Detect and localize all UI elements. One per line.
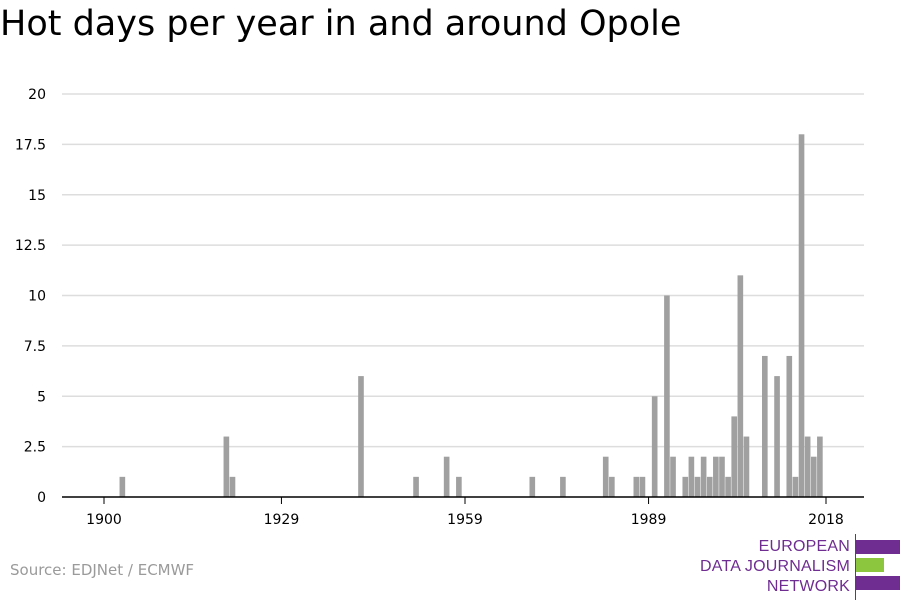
bar	[743, 436, 750, 497]
chart-title: Hot days per year in and around Opole	[0, 4, 682, 44]
logo-line-3: NETWORK	[766, 578, 850, 595]
bar	[651, 396, 658, 497]
x-tick-label: 1959	[447, 512, 483, 528]
bar	[664, 295, 670, 497]
x-tick-label: 1929	[264, 512, 300, 528]
bar	[413, 476, 419, 497]
bar	[456, 476, 462, 497]
y-tick-label: 10	[28, 289, 46, 305]
bar	[694, 476, 701, 497]
source-credit: Source: EDJNet / ECMWF	[10, 561, 195, 579]
y-tick-label: 7.5	[24, 339, 46, 355]
bar	[443, 456, 450, 497]
y-tick-label: 20	[28, 87, 46, 103]
bar	[560, 476, 566, 497]
bar	[731, 416, 738, 497]
bar	[529, 476, 536, 497]
logo-wordmark: EUROPEAN DATA JOURNALISM NETWORK	[700, 537, 850, 597]
y-tick-label: 5	[37, 389, 46, 405]
y-tick-label: 15	[28, 188, 46, 204]
bar	[688, 456, 695, 497]
bar	[786, 355, 793, 497]
bar	[119, 476, 126, 497]
edjnet-logo: EUROPEAN DATA JOURNALISM NETWORK	[700, 532, 900, 600]
bar	[713, 456, 719, 497]
logo-line-2: DATA JOURNALISM	[700, 558, 850, 575]
bar	[792, 476, 799, 497]
bar	[810, 456, 817, 497]
bar	[609, 476, 615, 497]
bar	[682, 476, 689, 497]
bar	[719, 456, 725, 497]
bar-chart: 0 2.5 5 7.5 10 12.5 15 17.5 20 1900 1929 1959 1989 20…	[15, 87, 864, 528]
bar	[804, 436, 811, 497]
bar	[229, 476, 236, 497]
x-tick-label: 2018	[808, 512, 844, 528]
bar	[358, 376, 364, 497]
logo-bar-bottom	[856, 576, 900, 590]
bar	[223, 436, 230, 497]
x-tick-label: 1900	[86, 512, 122, 528]
bar	[737, 275, 744, 497]
bar	[602, 456, 609, 497]
bar	[725, 476, 731, 497]
y-tick-label: 17.5	[15, 137, 46, 153]
logo-divider	[855, 534, 856, 600]
bar	[700, 456, 707, 497]
bar	[706, 476, 713, 497]
bar	[798, 134, 805, 498]
bar	[670, 456, 676, 497]
bar	[639, 476, 646, 497]
logo-bar-top	[856, 540, 900, 554]
y-tick-label: 2.5	[24, 440, 46, 456]
y-tick-label: 0	[37, 490, 46, 506]
x-tick-label: 1989	[631, 512, 667, 528]
bar	[774, 376, 780, 497]
bar	[761, 355, 768, 497]
logo-line-1: EUROPEAN	[758, 538, 850, 555]
y-tick-label: 12.5	[15, 238, 46, 254]
bar	[817, 436, 823, 497]
bar	[633, 476, 640, 497]
logo-bar-middle	[856, 558, 884, 572]
